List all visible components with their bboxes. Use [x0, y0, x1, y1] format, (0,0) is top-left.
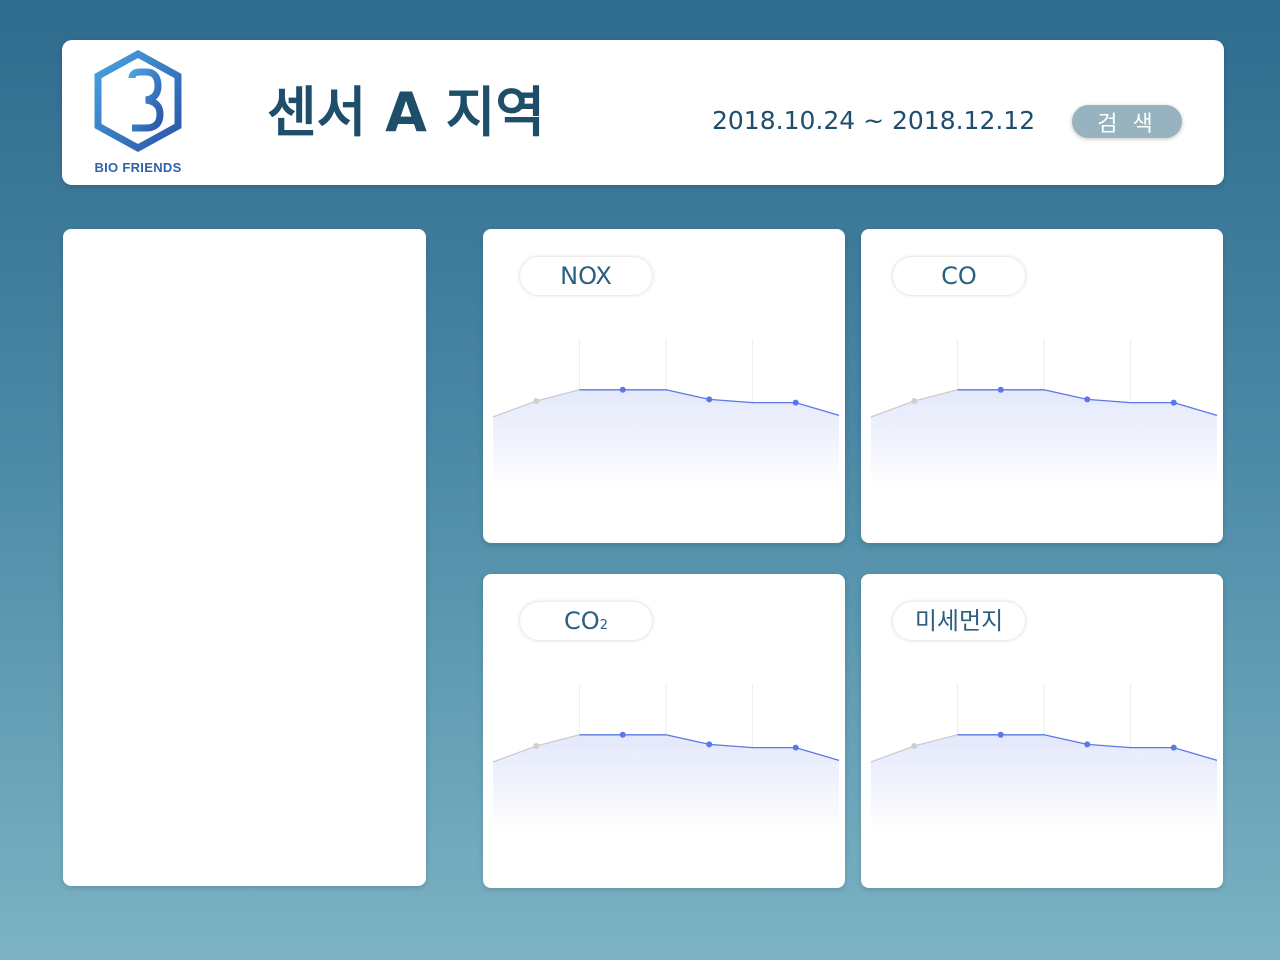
- data-point[interactable]: [619, 386, 626, 393]
- card-label-text: CO: [564, 607, 600, 635]
- hexagon-fb-logo-icon: [94, 50, 182, 152]
- data-point[interactable]: [533, 743, 540, 749]
- data-point[interactable]: [706, 741, 713, 748]
- chart-card-co: CO: [861, 229, 1223, 543]
- series-area: [871, 389, 1217, 489]
- card-label-text: 미세먼지: [914, 607, 1004, 635]
- header-bar: BIO FRIENDS 센서 A 지역 2018.10.24 ~ 2018.12…: [62, 40, 1224, 185]
- series-area: [493, 389, 839, 489]
- data-point[interactable]: [792, 399, 799, 406]
- side-panel: [63, 229, 426, 886]
- chart-card-nox: NOX: [483, 229, 845, 543]
- card-label-text: CO: [941, 262, 977, 290]
- line-chart: [492, 684, 840, 834]
- data-point[interactable]: [706, 396, 713, 403]
- data-point[interactable]: [619, 731, 626, 738]
- data-point[interactable]: [533, 398, 540, 404]
- card-label-co2[interactable]: CO2: [520, 602, 652, 640]
- card-label-fine-dust[interactable]: 미세먼지: [893, 602, 1025, 640]
- series-area: [871, 734, 1217, 834]
- data-point[interactable]: [997, 386, 1004, 393]
- data-point[interactable]: [911, 743, 918, 749]
- chart-card-co2: CO2: [483, 574, 845, 888]
- logo-text: BIO FRIENDS: [94, 160, 182, 175]
- data-point[interactable]: [1084, 741, 1091, 748]
- line-chart: [870, 339, 1218, 489]
- series-area: [493, 734, 839, 834]
- data-point[interactable]: [1170, 399, 1177, 406]
- data-point[interactable]: [792, 744, 799, 751]
- page-title: 센서 A 지역: [267, 81, 546, 144]
- card-label-co[interactable]: CO: [893, 257, 1025, 295]
- card-label-subscript: 2: [599, 618, 608, 633]
- data-point[interactable]: [1170, 744, 1177, 751]
- data-point[interactable]: [911, 398, 918, 404]
- date-range[interactable]: 2018.10.24 ~ 2018.12.12: [712, 106, 1036, 135]
- line-chart: [870, 684, 1218, 834]
- data-point[interactable]: [997, 731, 1004, 738]
- card-label-nox[interactable]: NOX: [520, 257, 652, 295]
- search-button[interactable]: 검 색: [1072, 105, 1182, 138]
- card-label-text: NOX: [560, 262, 612, 290]
- chart-card-fine-dust: 미세먼지: [861, 574, 1223, 888]
- data-point[interactable]: [1084, 396, 1091, 403]
- line-chart: [492, 339, 840, 489]
- logo: BIO FRIENDS: [88, 48, 188, 178]
